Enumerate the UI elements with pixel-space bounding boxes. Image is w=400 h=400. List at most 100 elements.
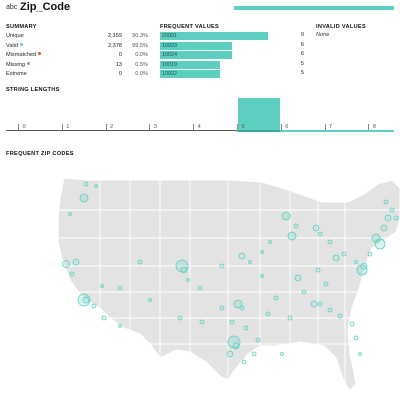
frequent-value-bar[interactable] xyxy=(160,32,268,40)
zip-code-marker[interactable] xyxy=(384,214,392,222)
status-dot-icon xyxy=(20,42,24,46)
frequent-values-title: FREQUENT VALUES xyxy=(160,24,220,30)
zip-code-marker[interactable] xyxy=(241,359,247,365)
zip-code-marker[interactable] xyxy=(374,238,386,250)
summary-count: 2,159 xyxy=(108,33,122,39)
zip-code-marker[interactable] xyxy=(287,315,293,321)
zip-code-marker[interactable] xyxy=(251,351,257,357)
zip-code-marker[interactable] xyxy=(310,300,318,308)
zip-code-marker[interactable] xyxy=(280,352,284,356)
string-length-bar[interactable] xyxy=(238,98,280,130)
axis-tick xyxy=(193,124,195,130)
zip-code-marker[interactable] xyxy=(356,264,368,276)
zip-code-marker[interactable] xyxy=(337,313,343,319)
zip-code-marker[interactable] xyxy=(349,321,355,327)
zip-code-marker[interactable] xyxy=(94,184,98,188)
zip-code-marker[interactable] xyxy=(360,262,368,270)
zip-code-marker[interactable] xyxy=(118,286,122,290)
zip-code-marker[interactable] xyxy=(83,181,89,187)
zip-code-marker[interactable] xyxy=(62,260,70,268)
zip-code-marker[interactable] xyxy=(232,342,240,350)
zip-code-marker[interactable] xyxy=(332,254,340,262)
zip-code-marker[interactable] xyxy=(383,199,389,205)
zip-code-marker[interactable] xyxy=(273,295,279,301)
zip-code-marker[interactable] xyxy=(248,260,252,264)
axis-tick-label: 1 xyxy=(66,124,70,130)
summary-percent: 0.5% xyxy=(135,61,148,68)
zip-code-marker[interactable] xyxy=(389,207,395,213)
zip-code-marker[interactable] xyxy=(281,211,291,221)
axis-tick-label: 4 xyxy=(197,124,201,130)
zip-code-marker[interactable] xyxy=(186,278,190,282)
zip-code-marker[interactable] xyxy=(199,319,205,325)
axis-tick-label: 8 xyxy=(372,124,376,130)
zip-code-marker[interactable] xyxy=(243,325,249,331)
zip-code-marker[interactable] xyxy=(118,324,122,328)
zip-code-marker[interactable] xyxy=(233,299,243,309)
zip-code-marker[interactable] xyxy=(380,224,388,232)
zip-code-marker[interactable] xyxy=(72,258,80,266)
zip-code-marker[interactable] xyxy=(219,263,225,269)
zip-code-marker[interactable] xyxy=(354,260,358,264)
zip-code-marker[interactable] xyxy=(317,231,323,237)
zip-code-marker[interactable] xyxy=(219,305,225,311)
zip-code-marker[interactable] xyxy=(341,251,347,257)
zip-code-marker[interactable] xyxy=(317,301,323,307)
zip-code-marker[interactable] xyxy=(294,274,302,282)
axis-tick xyxy=(324,124,326,130)
zip-code-marker[interactable] xyxy=(148,298,152,302)
invalid-values-empty: None xyxy=(316,32,330,38)
frequent-value-bar[interactable] xyxy=(160,41,232,50)
summary-label-valid: Valid xyxy=(6,42,66,52)
zip-code-marker[interactable] xyxy=(69,271,75,277)
frequent-value-bar[interactable] xyxy=(160,51,232,59)
zip-code-marker[interactable] xyxy=(180,266,188,274)
zip-code-marker[interactable] xyxy=(79,193,89,203)
zip-code-marker[interactable] xyxy=(323,281,329,287)
zip-code-marker[interactable] xyxy=(327,307,333,313)
zip-code-marker[interactable] xyxy=(100,284,104,288)
zip-code-marker[interactable] xyxy=(393,215,399,221)
summary-label-unique: Unique xyxy=(6,33,24,39)
zip-code-marker[interactable] xyxy=(82,296,90,304)
zip-code-marker[interactable] xyxy=(301,289,307,295)
zip-code-marker[interactable] xyxy=(198,286,202,290)
zip-code-marker[interactable] xyxy=(238,252,246,260)
zip-code-marker[interactable] xyxy=(265,311,271,317)
zip-code-marker[interactable] xyxy=(101,315,107,321)
frequent-value-bar[interactable] xyxy=(160,60,220,69)
zip-code-marker[interactable] xyxy=(91,303,97,309)
zip-code-marker[interactable] xyxy=(239,305,245,311)
type-badge: abc xyxy=(6,4,18,11)
frequent-value-count: 5 xyxy=(300,70,304,76)
zip-code-marker[interactable] xyxy=(367,251,373,257)
summary-percent: 99.5% xyxy=(132,42,148,49)
zip-code-marker[interactable] xyxy=(353,335,359,341)
zip-code-marker[interactable] xyxy=(315,267,321,273)
axis-tick xyxy=(149,124,151,130)
completeness-bar xyxy=(234,6,394,10)
zip-code-marker[interactable] xyxy=(137,259,143,265)
zip-code-marker[interactable] xyxy=(226,350,234,358)
zip-code-marker[interactable] xyxy=(268,240,272,244)
zip-code-marker[interactable] xyxy=(358,352,362,356)
zip-code-marker[interactable] xyxy=(260,250,264,254)
zip-code-marker[interactable] xyxy=(255,337,261,343)
zip-code-marker[interactable] xyxy=(327,239,333,245)
string-length-axis xyxy=(6,130,394,131)
axis-tick-label: 7 xyxy=(329,124,333,130)
axis-tick xyxy=(280,124,282,130)
frequent-value-label: 10022 xyxy=(162,71,177,77)
zip-code-marker[interactable] xyxy=(312,224,320,232)
zip-code-marker[interactable] xyxy=(293,223,299,229)
zip-code-marker[interactable] xyxy=(229,319,235,325)
zip-code-marker[interactable] xyxy=(68,212,72,216)
axis-tick-label: 0 xyxy=(22,124,26,130)
summary-percent: 90.3% xyxy=(132,33,148,39)
zip-code-marker[interactable] xyxy=(177,315,183,321)
frequent-value-bar[interactable] xyxy=(160,70,220,78)
zip-code-marker[interactable] xyxy=(260,274,264,278)
zip-code-marker[interactable] xyxy=(371,233,381,243)
zip-code-marker[interactable] xyxy=(287,231,297,241)
field-name: Zip_Code xyxy=(20,1,71,13)
